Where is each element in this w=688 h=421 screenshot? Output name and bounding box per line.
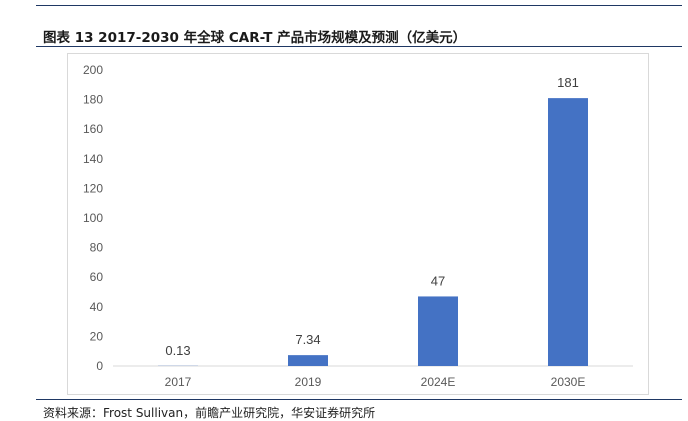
data-label: 0.13	[165, 343, 190, 358]
data-label: 181	[557, 75, 579, 90]
chart-frame: 0 20 40 60 80 100 120 140 160 180 200 0.13 2017 7.34 2…	[67, 53, 649, 395]
x-tick-label: 2017	[165, 375, 192, 389]
top-rule	[36, 5, 682, 6]
title-rule	[36, 46, 682, 47]
figure-title: 图表 13 2017-2030 年全球 CAR-T 产品市场规模及预测（亿美元）	[43, 26, 466, 46]
x-tick-label: 2019	[295, 375, 322, 389]
y-tick-label: 100	[83, 211, 103, 225]
data-label: 7.34	[295, 332, 320, 347]
y-tick-label: 140	[83, 152, 103, 166]
source-note: 资料来源：Frost Sullivan，前瞻产业研究院，华安证券研究所	[43, 404, 375, 421]
y-tick-label: 180	[83, 93, 103, 107]
source-rule	[36, 399, 682, 400]
y-tick-label: 80	[90, 241, 104, 255]
data-label: 47	[431, 273, 445, 288]
x-tick-label: 2024E	[421, 375, 456, 389]
y-tick-label: 60	[90, 270, 104, 284]
x-tick-label: 2030E	[551, 375, 586, 389]
y-tick-label: 200	[83, 63, 103, 77]
y-tick-label: 120	[83, 181, 103, 195]
y-tick-label: 20	[90, 329, 104, 343]
y-tick-label: 0	[96, 359, 103, 373]
y-tick-label: 40	[90, 300, 104, 314]
bar	[418, 296, 458, 366]
bar	[548, 98, 588, 366]
y-tick-label: 160	[83, 122, 103, 136]
bar	[288, 355, 328, 366]
bar-chart: 0 20 40 60 80 100 120 140 160 180 200 0.13 2017 7.34 2…	[68, 54, 648, 394]
